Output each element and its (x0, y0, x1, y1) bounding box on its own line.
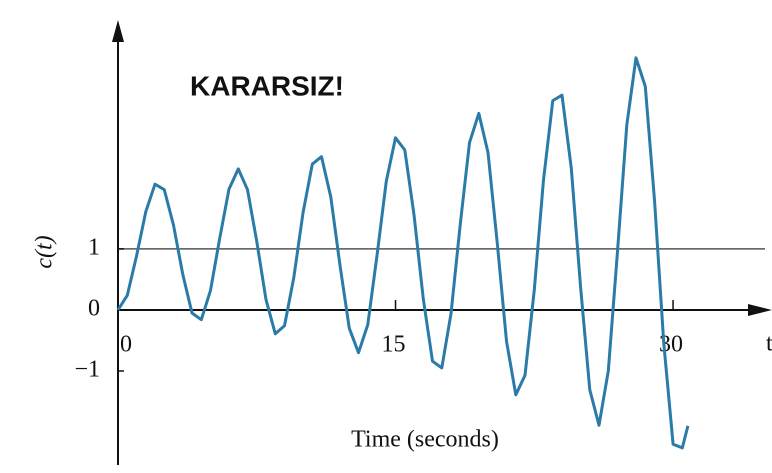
x-axis-arrow (748, 303, 772, 316)
y-tick-label: 1 (88, 234, 100, 260)
y-tick-label: −1 (74, 356, 100, 382)
y-tick-label: 0 (88, 295, 100, 321)
x-tick-label: 15 (382, 331, 406, 357)
response-line (116, 56, 690, 450)
x-axis-end-label: t (766, 331, 772, 357)
x-tick-label: 0 (120, 331, 132, 357)
y-axis-label: c(t) (32, 235, 58, 268)
y-axis-arrow (112, 20, 124, 42)
x-axis-label: Time (seconds) (351, 427, 499, 453)
annotation: KARARSIZ! (190, 70, 344, 101)
